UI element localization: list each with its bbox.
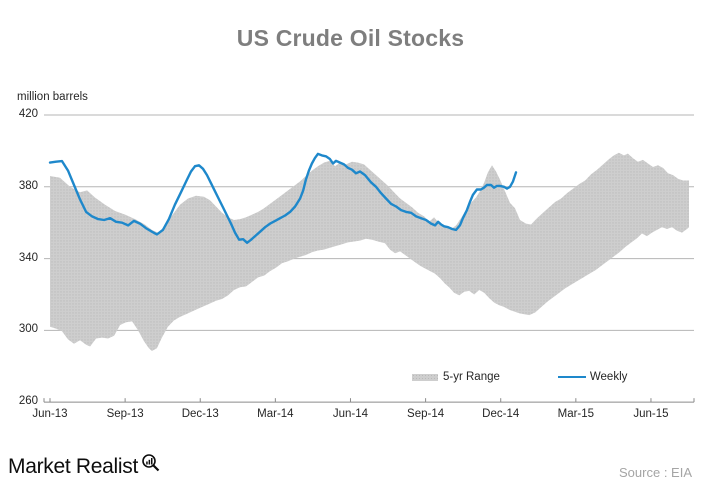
legend-label-band: 5-yr Range (443, 371, 500, 383)
x-tick-label: Dec-14 (482, 408, 520, 420)
x-tick-label: Jun-15 (633, 408, 669, 420)
y-tick-label: 380 (18, 179, 38, 192)
five-year-range-band (50, 152, 689, 351)
legend-item-weekly: Weekly (557, 371, 628, 383)
x-tick-label: Sep-14 (407, 408, 445, 420)
x-tick-label: Dec-13 (181, 408, 219, 420)
legend-label-weekly: Weekly (589, 371, 628, 383)
legend: 5-yr Range Weekly (412, 371, 627, 383)
weekly-line-series (48, 152, 518, 244)
y-axis-unit-label: million barrels (17, 91, 88, 103)
logo-text: Market Realist (8, 455, 139, 478)
logo: Market Realist (8, 454, 162, 479)
x-tick-label: Sep-13 (106, 408, 144, 420)
y-tick-label: 260 (18, 395, 38, 408)
y-tick-label: 420 (18, 108, 38, 120)
y-tick-label: 340 (18, 251, 38, 264)
legend-item-band: 5-yr Range (412, 371, 500, 383)
source-label: Source : EIA (619, 465, 692, 480)
band-swatch-icon (412, 373, 438, 381)
page-title: US Crude Oil Stocks (236, 25, 465, 51)
line-swatch-icon (557, 375, 586, 379)
magnifier-chart-icon (142, 454, 160, 472)
x-tick-label: Mar-15 (557, 408, 595, 420)
x-tick-label: Jun-14 (332, 408, 369, 420)
x-tick-label: Mar-14 (257, 408, 294, 420)
y-tick-label: 300 (18, 323, 38, 336)
x-tick-label: Jun-13 (32, 408, 68, 420)
